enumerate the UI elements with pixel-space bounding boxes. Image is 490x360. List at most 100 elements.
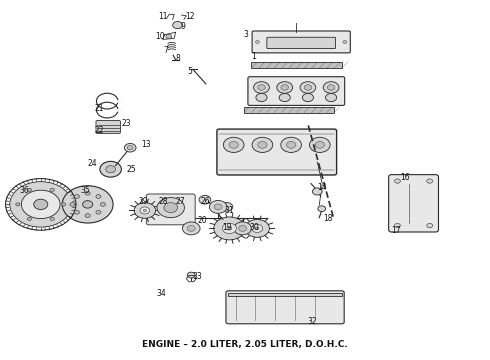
- Circle shape: [70, 203, 75, 206]
- FancyBboxPatch shape: [252, 31, 350, 53]
- Circle shape: [304, 85, 312, 90]
- Circle shape: [187, 226, 195, 231]
- FancyBboxPatch shape: [147, 194, 195, 225]
- Bar: [228, 293, 342, 296]
- Text: 30: 30: [250, 223, 260, 232]
- Circle shape: [187, 272, 195, 278]
- Circle shape: [34, 199, 48, 210]
- Text: 29: 29: [139, 197, 148, 206]
- Circle shape: [96, 195, 101, 198]
- Circle shape: [100, 203, 105, 206]
- Circle shape: [214, 204, 222, 210]
- FancyBboxPatch shape: [389, 175, 439, 232]
- Circle shape: [252, 224, 263, 233]
- Text: 9: 9: [180, 22, 185, 31]
- Text: 33: 33: [192, 271, 202, 280]
- Circle shape: [134, 203, 156, 219]
- Circle shape: [245, 220, 270, 237]
- Text: 1: 1: [251, 52, 256, 61]
- Circle shape: [50, 188, 54, 192]
- Text: 28: 28: [158, 197, 168, 206]
- Circle shape: [27, 217, 31, 220]
- Circle shape: [234, 222, 251, 235]
- Circle shape: [62, 186, 113, 223]
- Circle shape: [254, 82, 270, 93]
- Circle shape: [172, 22, 182, 29]
- Text: 35: 35: [80, 186, 90, 195]
- Circle shape: [50, 217, 54, 220]
- Text: 3: 3: [244, 30, 248, 39]
- Circle shape: [300, 82, 316, 93]
- Text: 23: 23: [122, 119, 131, 128]
- Circle shape: [124, 143, 136, 152]
- Circle shape: [62, 203, 66, 206]
- Text: ENGINE – 2.0 LITER, 2.05 LITER, D.O.H.C.: ENGINE – 2.0 LITER, 2.05 LITER, D.O.H.C.: [142, 340, 348, 349]
- Circle shape: [277, 82, 293, 93]
- Circle shape: [427, 224, 433, 228]
- Circle shape: [100, 161, 122, 177]
- FancyBboxPatch shape: [267, 37, 336, 49]
- FancyBboxPatch shape: [96, 121, 121, 134]
- Text: 14: 14: [318, 183, 327, 192]
- Circle shape: [27, 188, 31, 192]
- Bar: [251, 62, 342, 68]
- Text: 16: 16: [400, 173, 410, 182]
- Circle shape: [318, 206, 326, 212]
- Circle shape: [394, 224, 400, 228]
- Circle shape: [427, 179, 433, 183]
- Circle shape: [256, 94, 267, 102]
- Circle shape: [323, 82, 339, 93]
- Text: 32: 32: [308, 317, 317, 326]
- Text: 34: 34: [156, 289, 166, 298]
- Circle shape: [22, 190, 60, 219]
- Circle shape: [96, 211, 101, 214]
- Text: 10: 10: [156, 32, 165, 41]
- Circle shape: [258, 141, 267, 148]
- Text: 8: 8: [175, 54, 180, 63]
- Circle shape: [16, 203, 20, 206]
- Circle shape: [313, 188, 322, 195]
- Circle shape: [160, 201, 178, 213]
- Circle shape: [325, 94, 337, 102]
- Circle shape: [343, 41, 347, 43]
- Circle shape: [143, 209, 147, 212]
- Circle shape: [255, 227, 259, 230]
- Circle shape: [214, 217, 245, 240]
- Bar: [244, 107, 334, 113]
- Circle shape: [223, 137, 244, 152]
- Circle shape: [127, 145, 133, 150]
- Text: 17: 17: [392, 226, 401, 235]
- Circle shape: [302, 94, 314, 102]
- Text: 12: 12: [185, 12, 195, 21]
- Circle shape: [252, 137, 273, 152]
- Circle shape: [287, 141, 295, 148]
- Circle shape: [166, 35, 171, 39]
- Circle shape: [106, 166, 116, 173]
- Circle shape: [222, 223, 236, 234]
- Circle shape: [258, 85, 265, 90]
- Text: 13: 13: [142, 140, 151, 149]
- FancyBboxPatch shape: [226, 291, 344, 324]
- Circle shape: [394, 179, 400, 183]
- Text: 36: 36: [19, 186, 29, 195]
- Circle shape: [83, 201, 93, 208]
- Circle shape: [85, 191, 90, 195]
- Circle shape: [281, 85, 289, 90]
- Text: 31: 31: [224, 206, 234, 215]
- Circle shape: [10, 182, 72, 227]
- Text: 26: 26: [200, 197, 210, 206]
- Text: 24: 24: [88, 159, 98, 168]
- Text: 19: 19: [222, 223, 232, 232]
- Circle shape: [85, 214, 90, 217]
- Circle shape: [140, 207, 149, 214]
- Circle shape: [165, 204, 173, 210]
- Text: 22: 22: [95, 126, 104, 135]
- FancyBboxPatch shape: [248, 77, 344, 105]
- Circle shape: [239, 226, 246, 231]
- Circle shape: [221, 203, 233, 211]
- Circle shape: [255, 41, 259, 43]
- Circle shape: [199, 195, 211, 204]
- Circle shape: [229, 141, 238, 148]
- Circle shape: [209, 201, 227, 213]
- Circle shape: [227, 227, 232, 230]
